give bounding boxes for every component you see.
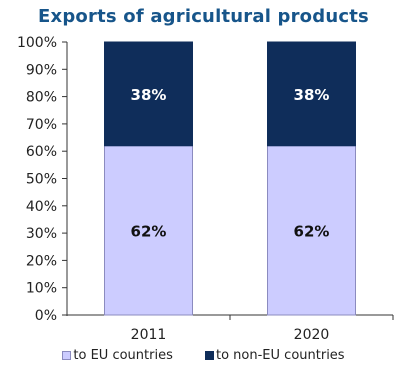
y-tick-label: 100% xyxy=(17,35,57,51)
y-tick-label: 70% xyxy=(26,117,57,133)
y-tick-label: 0% xyxy=(35,308,57,324)
chart-title: Exports of agricultural products xyxy=(38,6,369,27)
x-tick-label: 2011 xyxy=(131,327,167,343)
y-tick-label: 30% xyxy=(26,226,57,242)
bar-non-eu xyxy=(104,41,193,147)
y-tick-label: 20% xyxy=(26,253,57,269)
y-tick-label: 50% xyxy=(26,172,57,188)
legend-label-non-eu: to non-EU countries xyxy=(216,348,345,363)
y-tick-label: 40% xyxy=(26,199,57,215)
y-tick-label: 60% xyxy=(26,144,57,160)
y-tick-label: 90% xyxy=(26,62,57,78)
legend-label-eu: to EU countries xyxy=(73,348,173,363)
legend-item-eu: to EU countries xyxy=(62,348,173,363)
y-tick-label: 10% xyxy=(26,281,57,297)
bar-eu xyxy=(267,145,356,316)
y-tick-label: 80% xyxy=(26,90,57,106)
legend-swatch-non-eu xyxy=(205,351,214,360)
bar-eu xyxy=(104,145,193,316)
legend-swatch-eu xyxy=(62,351,72,360)
data-label: 62% xyxy=(294,222,330,240)
legend: to EU countries to non-EU countries xyxy=(0,348,407,364)
x-tick-label: 2020 xyxy=(294,327,330,343)
legend-item-non-eu: to non-EU countries xyxy=(205,348,345,363)
data-label: 38% xyxy=(294,86,330,104)
data-label: 62% xyxy=(131,222,167,240)
bar-non-eu xyxy=(267,41,356,147)
data-label: 38% xyxy=(131,86,167,104)
